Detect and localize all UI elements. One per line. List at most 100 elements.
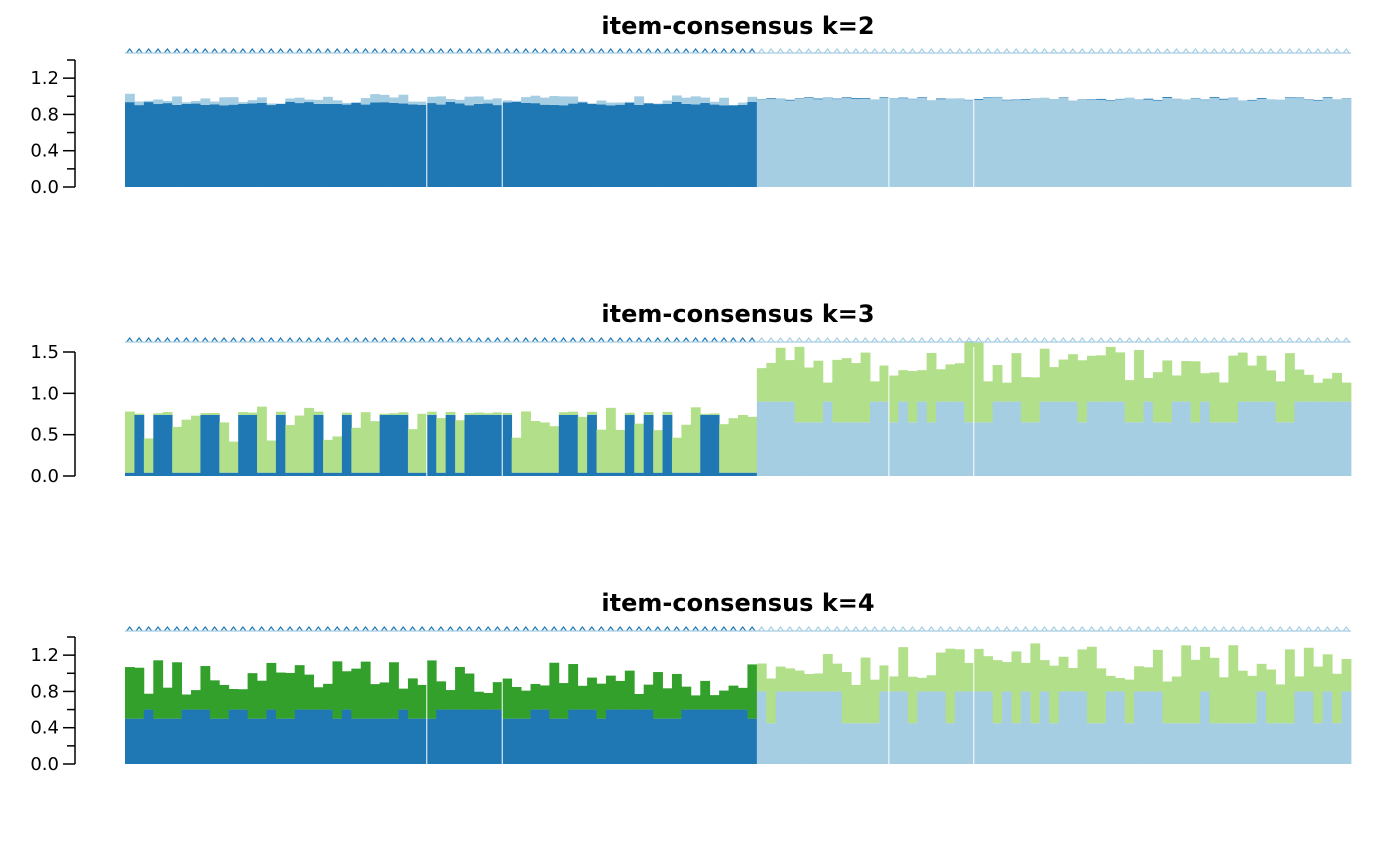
bar-segment (738, 414, 748, 473)
bar-segment (473, 412, 484, 415)
bar-segment (162, 414, 173, 476)
bar-segment (257, 680, 267, 719)
class-mark (560, 337, 567, 343)
class-mark (776, 337, 784, 343)
bar-segment (549, 472, 560, 476)
bar-segment (389, 97, 399, 103)
bar-segment (1341, 658, 1352, 692)
bar-segment (153, 660, 164, 719)
class-mark (1041, 626, 1048, 632)
class-mark (720, 626, 728, 632)
bar-segment (775, 691, 786, 764)
class-mark (173, 626, 181, 632)
bar-segment (728, 418, 739, 473)
bar-segment (964, 662, 975, 692)
bar-segment (323, 96, 333, 104)
panel-k3-axis: 0.0 0.5 1.0 1.5 (30, 342, 76, 487)
bar-segment (1020, 377, 1031, 423)
bar-segment (1105, 675, 1116, 692)
bar-segment (511, 101, 522, 187)
bar-segment (125, 667, 135, 719)
class-mark (1059, 626, 1067, 632)
bar-segment (605, 675, 616, 710)
bar-segment (1247, 100, 1258, 187)
bar-segment (426, 411, 437, 415)
class-mark (182, 48, 190, 54)
bar-segment (379, 94, 390, 103)
class-mark (182, 337, 190, 343)
bar-segment (1002, 691, 1012, 764)
bar-segment (700, 680, 711, 710)
class-mark (267, 48, 275, 54)
bar-segment (841, 97, 852, 99)
bar-segment (455, 99, 465, 104)
bar-segment (785, 668, 795, 692)
class-mark (541, 48, 549, 54)
bar-segment (766, 98, 777, 100)
class-mark (550, 48, 558, 54)
bar-segment (634, 693, 645, 710)
bar-segment (926, 100, 937, 187)
class-mark (1314, 48, 1322, 54)
bar-segment (483, 414, 494, 476)
bar-segment (766, 362, 777, 402)
class-mark (918, 337, 926, 343)
class-mark (1220, 48, 1228, 54)
bar-segment (1322, 654, 1333, 692)
bar-segment (1020, 422, 1031, 476)
class-mark (1107, 48, 1114, 54)
class-mark (550, 337, 558, 343)
bar-segment (1209, 422, 1220, 476)
class-mark (993, 337, 1001, 343)
bar-segment (351, 668, 362, 719)
bar-segment (1313, 382, 1324, 402)
bar-segment (738, 102, 748, 105)
class-mark (1295, 337, 1303, 343)
class-mark (163, 48, 171, 54)
class-mark (1201, 626, 1209, 632)
class-mark (1003, 48, 1011, 54)
class-mark (748, 337, 756, 343)
class-mark (843, 626, 850, 632)
class-mark (1257, 626, 1265, 632)
class-mark (635, 626, 643, 632)
bar-segment (257, 718, 267, 764)
class-mark (248, 48, 256, 54)
class-mark (1182, 48, 1190, 54)
class-mark (984, 48, 992, 54)
bar-segment (162, 103, 173, 187)
bar-segment (700, 413, 711, 415)
class-mark (296, 626, 303, 632)
bar-segment (323, 709, 333, 764)
class-mark (1041, 337, 1048, 343)
bar-segment (351, 427, 362, 473)
class-mark (644, 337, 652, 343)
y-tick-label: 0.8 (30, 681, 59, 702)
class-mark (484, 626, 492, 632)
bar-segment (1313, 99, 1324, 101)
class-mark (173, 48, 181, 54)
bar-segment (596, 683, 607, 719)
bar-segment (860, 723, 871, 764)
bar-segment (1247, 401, 1258, 476)
bar-segment (1200, 373, 1210, 402)
bar-segment (275, 103, 286, 187)
bar-segment (1313, 401, 1324, 476)
class-mark (1097, 626, 1105, 632)
class-mark (446, 626, 454, 632)
bar-segment (624, 102, 635, 187)
bar-segment (1284, 353, 1295, 423)
bar-segment (624, 414, 635, 476)
bar-segment (209, 718, 220, 764)
bar-segment (1002, 382, 1012, 402)
class-mark (569, 626, 577, 632)
bar-segment (1171, 676, 1182, 724)
class-mark (975, 48, 982, 54)
bar-segment (1190, 659, 1201, 724)
bar-segment (662, 718, 673, 764)
bar-segment (1115, 401, 1126, 476)
bar-segment (775, 666, 786, 692)
bar-segment (238, 412, 248, 415)
class-mark (635, 337, 643, 343)
class-mark (1239, 337, 1246, 343)
